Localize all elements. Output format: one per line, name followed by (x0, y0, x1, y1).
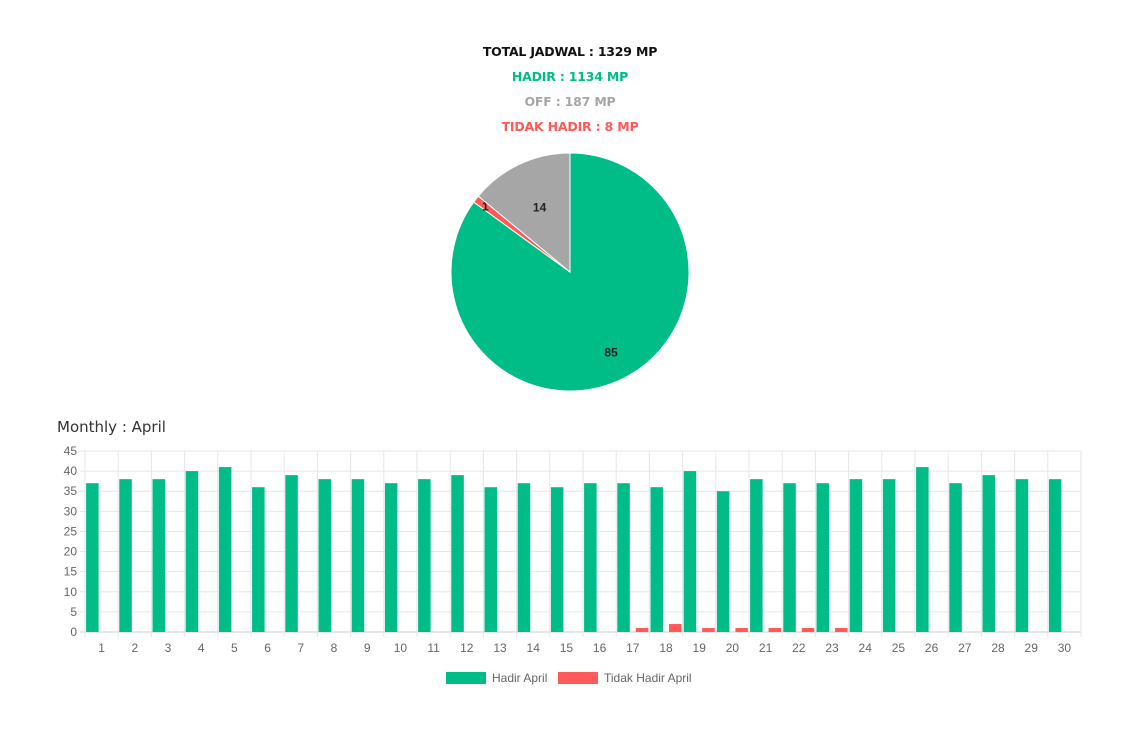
y-tick-label: 0 (70, 625, 77, 639)
y-tick-label: 15 (64, 565, 78, 579)
bar-tidak-hadir (768, 627, 782, 632)
bar-hadir (418, 479, 431, 632)
bar-hadir (816, 483, 829, 632)
bar-hadir (351, 479, 365, 632)
x-tick-label: 6 (264, 641, 271, 655)
x-tick-label: 13 (493, 641, 507, 655)
bar-hadir (152, 479, 165, 632)
x-tick-label: 21 (759, 641, 773, 655)
monthly-title: Monthly : April (57, 418, 166, 436)
y-tick-label: 35 (64, 484, 78, 498)
pie-slice-label: 85 (604, 346, 618, 360)
bar-hadir (683, 471, 697, 632)
bar-hadir (750, 479, 763, 632)
x-tick-label: 17 (626, 641, 640, 655)
bar-hadir (185, 471, 199, 632)
bar-hadir (982, 475, 995, 632)
y-tick-label: 45 (64, 444, 78, 458)
pie-slice-label: 14 (533, 200, 547, 214)
bar-tidak-hadir (801, 627, 815, 632)
total-jadwal-label: TOTAL JADWAL : 1329 MP (482, 44, 658, 59)
x-tick-label: 14 (527, 641, 541, 655)
legend-label: Tidak Hadir April (604, 671, 692, 685)
x-tick-label: 15 (560, 641, 574, 655)
x-tick-label: 23 (825, 641, 839, 655)
bar-hadir (484, 487, 497, 632)
bar-hadir (882, 479, 896, 632)
off-label: OFF : 187 MP (524, 94, 616, 109)
x-tick-label: 1 (98, 641, 105, 655)
bar-hadir (119, 479, 132, 632)
x-tick-label: 29 (1025, 641, 1039, 655)
x-tick-label: 19 (693, 641, 707, 655)
x-tick-label: 16 (593, 641, 607, 655)
bar-hadir (517, 483, 531, 632)
x-tick-label: 18 (659, 641, 673, 655)
pie-slice (477, 152, 571, 274)
bar-hadir (849, 479, 863, 632)
x-tick-label: 30 (1058, 641, 1072, 655)
y-tick-label: 30 (64, 504, 78, 518)
x-tick-label: 28 (991, 641, 1005, 655)
x-tick-label: 8 (331, 641, 338, 655)
x-tick-label: 5 (231, 641, 238, 655)
bar-tidak-hadir (669, 623, 682, 632)
x-tick-label: 2 (131, 641, 138, 655)
tidak-hadir-label: TIDAK HADIR : 8 MP (501, 119, 639, 134)
y-tick-label: 10 (64, 585, 78, 599)
x-tick-label: 12 (460, 641, 474, 655)
bar-hadir (783, 483, 796, 632)
x-tick-label: 24 (859, 641, 873, 655)
y-tick-label: 25 (64, 524, 78, 538)
bar-hadir (218, 467, 232, 632)
bar-hadir (384, 483, 398, 632)
legend-swatch (446, 672, 486, 684)
bar-hadir (550, 487, 564, 632)
bar-tidak-hadir (835, 627, 848, 632)
bar-hadir (285, 475, 298, 632)
bar-tidak-hadir (702, 627, 715, 632)
bar-hadir (650, 487, 663, 632)
attendance-pie-chart: 85 1 14 (450, 152, 690, 392)
x-tick-label: 11 (427, 641, 440, 655)
bar-hadir (716, 491, 730, 632)
x-tick-label: 3 (165, 641, 172, 655)
y-tick-label: 5 (70, 605, 77, 619)
bar-hadir (318, 479, 331, 632)
x-tick-label: 9 (364, 641, 371, 655)
y-tick-label: 40 (64, 464, 78, 478)
x-tick-label: 25 (892, 641, 906, 655)
bar-hadir (451, 475, 464, 632)
bar-hadir (86, 483, 99, 632)
x-tick-label: 20 (726, 641, 740, 655)
bar-hadir (617, 483, 630, 632)
bar-hadir (1015, 479, 1029, 632)
pie-slice-label: 1 (482, 199, 489, 213)
x-tick-label: 4 (198, 641, 205, 655)
bar-tidak-hadir (735, 627, 748, 632)
legend-swatch (558, 672, 598, 684)
bar-hadir (252, 487, 265, 632)
hadir-label: HADIR : 1134 MP (511, 69, 629, 84)
legend-label: Hadir April (492, 671, 547, 685)
bar-hadir (584, 483, 597, 632)
bar-tidak-hadir (635, 627, 649, 632)
bar-hadir (949, 483, 962, 632)
x-tick-label: 22 (792, 641, 806, 655)
bar-hadir (916, 467, 929, 632)
x-tick-label: 7 (297, 641, 304, 655)
y-tick-label: 20 (64, 545, 78, 559)
x-tick-label: 26 (925, 641, 939, 655)
x-tick-label: 10 (394, 641, 408, 655)
bar-hadir (1048, 479, 1062, 632)
x-tick-label: 27 (958, 641, 972, 655)
